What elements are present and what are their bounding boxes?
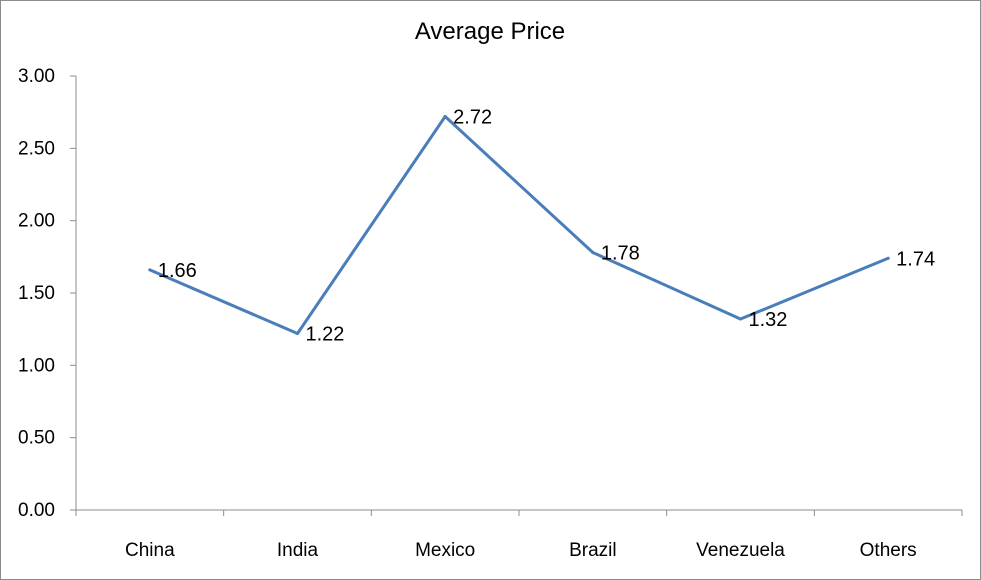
data-label: 2.72 [453,107,492,129]
data-point [296,332,299,336]
data-point [443,115,447,119]
x-axis-category-label: Venezuela [696,540,785,561]
chart-title: Average Price [415,18,565,45]
data-label: 1.74 [896,248,935,270]
y-axis-tick-label: 3.00 [18,66,55,87]
data-point [739,317,742,321]
x-axis-category-label: China [125,540,175,561]
data-point [148,268,152,272]
y-axis-tick-label: 2.00 [18,211,55,232]
data-label: 1.32 [749,309,788,331]
y-axis: 0.00 0.50 1.00 1.50 2.00 2.50 3.00 [18,66,77,521]
y-axis-tick-label: 2.50 [18,138,55,159]
x-axis-category-label: Mexico [415,540,475,561]
y-axis-tick-label: 0.00 [18,500,55,521]
series-line [148,115,890,336]
x-axis-category-label: Brazil [569,540,617,561]
data-labels: 1.66 1.22 2.72 1.78 1.32 1.74 [158,107,935,346]
x-axis: China India Mexico Brazil Venezuela Others [75,509,963,561]
y-axis-tick-label: 0.50 [18,428,55,449]
data-label: 1.66 [158,260,197,282]
data-label: 1.78 [601,242,640,264]
series-line-group [148,115,890,336]
data-point [591,250,595,254]
y-axis-tick-label: 1.50 [18,283,55,304]
data-point [886,256,890,260]
y-axis-tick-label: 1.00 [18,355,55,376]
x-axis-category-label: India [277,540,319,561]
x-axis-category-label: Others [860,540,917,561]
data-label: 1.22 [306,324,345,346]
